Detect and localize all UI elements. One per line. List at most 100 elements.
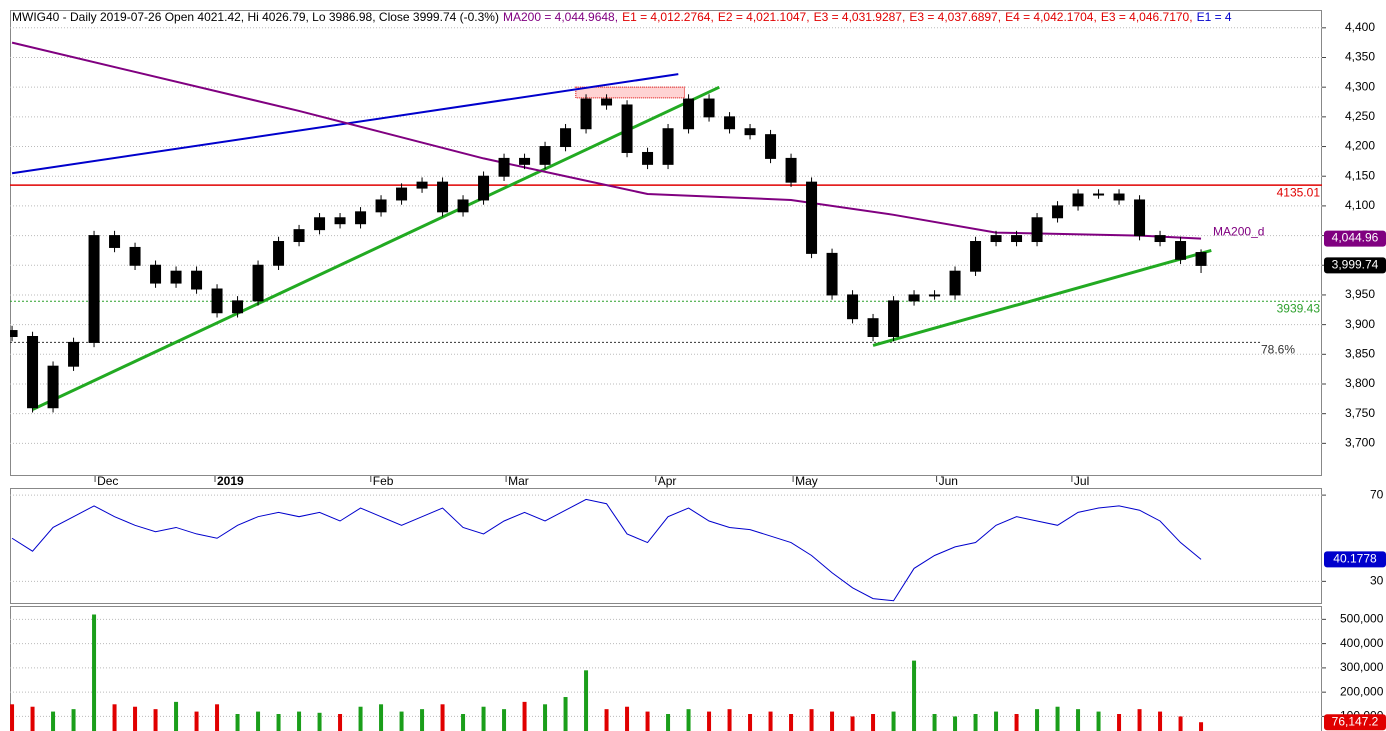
candle-body xyxy=(1195,252,1207,266)
price-plot xyxy=(10,41,1322,413)
volume-bar xyxy=(666,714,671,731)
candle-body xyxy=(703,98,715,118)
volume-bar xyxy=(1096,711,1101,731)
volume-bar xyxy=(440,704,445,731)
volume-bar xyxy=(71,709,76,731)
panel-header: MWIG40 - Daily 2019-07-26 Open 4021.42, … xyxy=(12,10,1232,24)
volume-bar xyxy=(1158,711,1163,731)
volume-bar xyxy=(481,706,486,731)
volume-bar xyxy=(317,712,322,731)
volume-plot xyxy=(10,614,1204,731)
volume-bar xyxy=(502,709,507,731)
volume-bar xyxy=(871,714,876,731)
volume-bar xyxy=(1117,714,1122,731)
candle-body xyxy=(621,104,633,153)
candle-body xyxy=(478,175,490,201)
volume-bar xyxy=(379,704,384,731)
volume-bar xyxy=(92,614,97,731)
y-tick-label: 4,350 xyxy=(1345,50,1375,64)
candle-body xyxy=(1134,199,1146,237)
y-tick-label: 3,900 xyxy=(1345,317,1375,331)
volume-bar xyxy=(10,704,15,731)
candle-body xyxy=(560,128,572,148)
y-tick-label: 200,000 xyxy=(1340,684,1384,698)
candle-body xyxy=(580,98,592,130)
volume-bar xyxy=(994,711,999,731)
candle-body xyxy=(1113,193,1125,201)
volume-bar xyxy=(563,697,568,731)
y-tick-label: 400,000 xyxy=(1340,636,1384,650)
volume-bar xyxy=(809,709,814,731)
header-part: E1 = 4,012.2764, xyxy=(622,10,714,24)
y-tick-label: 3,950 xyxy=(1345,287,1375,301)
volume-bar xyxy=(912,660,917,731)
candle-body xyxy=(88,235,100,343)
ma200-line xyxy=(11,41,1202,240)
candle-body xyxy=(68,341,80,367)
ma200-label: MA200_d xyxy=(1213,225,1264,239)
candle-body xyxy=(355,211,367,225)
candle-body xyxy=(1175,241,1187,260)
candle-body xyxy=(457,199,469,213)
volume-panel xyxy=(10,606,1322,731)
candle-body xyxy=(970,241,982,272)
header-part: MWIG40 - Daily 2019-07-26 Open 4021.42, … xyxy=(12,10,499,24)
volume-bar xyxy=(1014,714,1019,731)
volume-bar xyxy=(707,711,712,731)
volume-bar xyxy=(953,716,958,731)
y-tick-label: 500,000 xyxy=(1340,612,1384,626)
candle-body xyxy=(1072,193,1084,207)
candle-body xyxy=(109,235,121,248)
volume-bar xyxy=(297,711,302,731)
volume-bar xyxy=(1076,709,1081,731)
candle-body xyxy=(232,300,244,314)
header-part: MA200 = 4,044.9648, xyxy=(503,10,618,24)
y-tick-label: 4,200 xyxy=(1345,139,1375,153)
candle-body xyxy=(929,294,941,297)
y-tick-label: 4,100 xyxy=(1345,198,1375,212)
header-part: E3 = 4,031.9287, xyxy=(814,10,906,24)
candle-body xyxy=(334,217,346,225)
value-badge xyxy=(1324,714,1386,731)
candle-body xyxy=(949,270,961,296)
value-badge-label: 40.1778 xyxy=(1333,552,1377,566)
header-part: E1 = 4 xyxy=(1197,10,1232,24)
candle-body xyxy=(437,181,449,213)
volume-bar xyxy=(112,704,117,731)
x-tick-label: Dec xyxy=(97,474,118,488)
y-tick-label: 4,150 xyxy=(1345,168,1375,182)
resistance-zone xyxy=(575,86,685,99)
volume-bar xyxy=(1178,716,1183,731)
candle-body xyxy=(273,241,285,266)
candle-body xyxy=(519,157,531,165)
volume-bar xyxy=(256,711,261,731)
y-tick-label: 4,400 xyxy=(1345,20,1375,34)
volume-bar xyxy=(399,711,404,731)
value-badge-label: 4,044.96 xyxy=(1332,231,1379,245)
volume-bar xyxy=(932,714,937,731)
volume-bar xyxy=(194,711,199,731)
volume-bar xyxy=(235,714,240,731)
y-tick-label: 30 xyxy=(1370,574,1384,588)
candle-body xyxy=(10,330,18,337)
candle-body xyxy=(785,157,797,183)
x-tick-label: Mar xyxy=(508,474,529,488)
volume-bar xyxy=(133,706,138,731)
y-tick-label: 4,300 xyxy=(1345,79,1375,93)
header-part: E3 = 4,046.7170, xyxy=(1101,10,1193,24)
y-tick-label: 70 xyxy=(1370,487,1384,501)
y-tick-label: 3,750 xyxy=(1345,406,1375,420)
candle-body xyxy=(396,187,408,201)
volume-bar xyxy=(215,704,220,731)
header-part: E3 = 4,037.6897, xyxy=(909,10,1001,24)
candle-body xyxy=(990,235,1002,243)
value-badge xyxy=(1324,551,1386,568)
x-tick-label: Feb xyxy=(373,474,394,488)
candle-body xyxy=(765,134,777,159)
candle-body xyxy=(1031,217,1043,243)
volume-bar xyxy=(850,716,855,731)
volume-bar xyxy=(461,714,466,731)
volume-bar xyxy=(1199,722,1204,731)
x-tick-label: 2019 xyxy=(217,474,244,488)
